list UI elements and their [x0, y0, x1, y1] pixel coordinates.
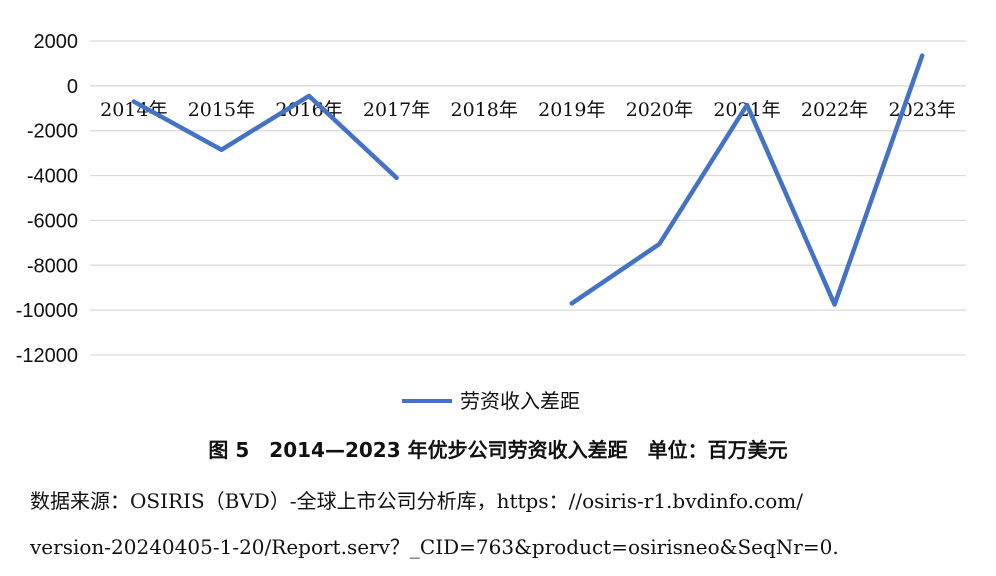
- x-tick-label: 2019年: [538, 99, 605, 121]
- figure-caption: 图 5 2014—2023 年优步公司劳资收入差距 单位：百万美元: [208, 438, 788, 462]
- source-line-2: version-20240405-1-20/Report.serv？_CID=7…: [30, 535, 839, 559]
- y-axis-tick-labels: 2000 0 -2000 -4000 -6000 -8000 -10000 -12000: [16, 31, 78, 367]
- x-tick-label: 2017年: [363, 99, 430, 121]
- y-tick-label: -2000: [27, 121, 78, 143]
- x-tick-label: 2018年: [451, 99, 518, 121]
- y-tick-label: -12000: [16, 345, 78, 367]
- series-line-segment: [131, 93, 399, 181]
- y-tick-label: 0: [67, 76, 78, 98]
- x-tick-label: 2015年: [188, 99, 255, 121]
- y-tick-label: 2000: [34, 31, 79, 53]
- x-tick-label: 2022年: [801, 99, 868, 121]
- source-line-1: 数据来源：OSIRIS（BVD）-全球上市公司分析库，https：//osiri…: [30, 489, 803, 513]
- legend: 劳资收入差距: [402, 389, 580, 413]
- y-tick-label: -6000: [27, 210, 78, 232]
- y-tick-label: -10000: [16, 300, 78, 322]
- x-tick-label: 2014年: [100, 99, 167, 121]
- x-tick-label: 2020年: [626, 99, 693, 121]
- y-tick-label: -8000: [27, 255, 78, 277]
- series-lines: [131, 53, 925, 307]
- legend-label: 劳资收入差距: [460, 389, 580, 413]
- series-line-segment: [569, 53, 925, 307]
- source-note: 数据来源：OSIRIS（BVD）-全球上市公司分析库，https：//osiri…: [30, 478, 980, 570]
- y-tick-label: -4000: [27, 166, 78, 188]
- x-axis-tick-labels: 2014年 2015年 2016年 2017年 2018年 2019年 2020年 2021年…: [100, 99, 956, 121]
- line-chart: 2000 0 -2000 -4000 -6000 -8000 -10000 -12000 20…: [16, 31, 966, 413]
- gridlines: [90, 40, 966, 356]
